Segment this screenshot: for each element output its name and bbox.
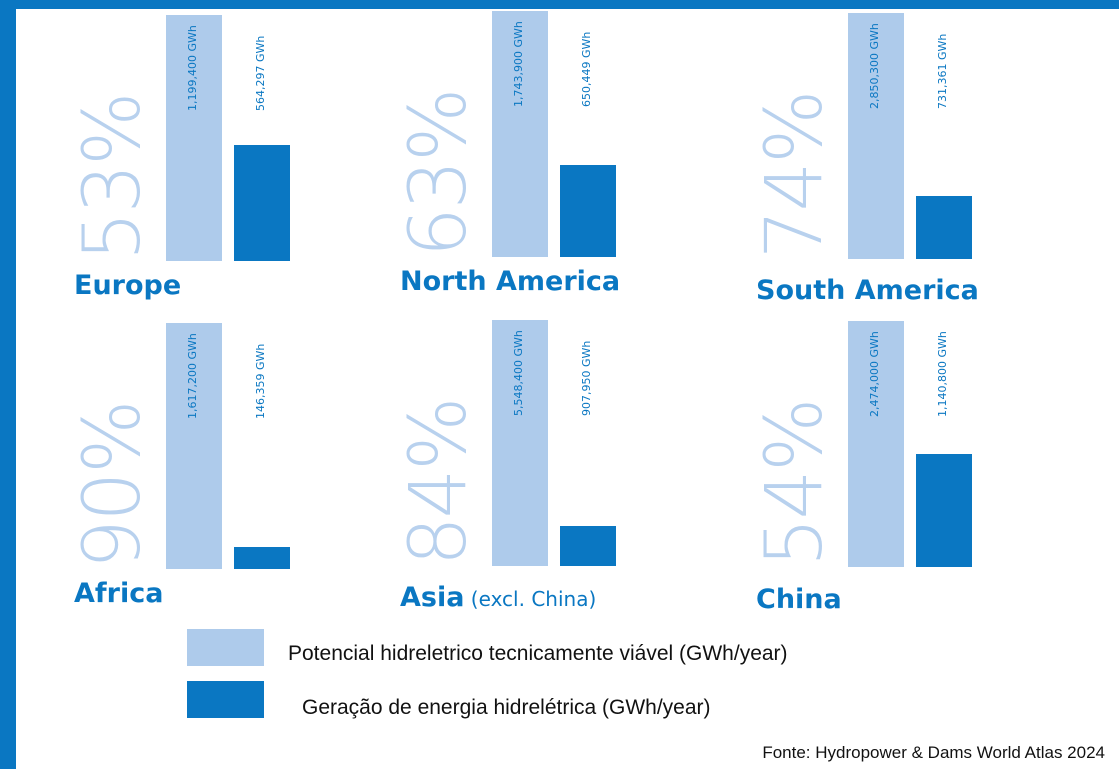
region-name-label: North America — [400, 266, 621, 297]
legend-label-potential: Potencial hidreletrico tecnicamente viáv… — [288, 642, 788, 665]
region-name-label: South America — [756, 275, 979, 306]
percent-label: 54% — [750, 399, 840, 567]
generation-bar — [916, 195, 972, 259]
potential-value-label: 2,850,300 GWh — [868, 23, 881, 109]
region-panel-north-america: 63% 1,743,900 GWh 650,449 GWh — [394, 0, 700, 257]
potential-bar — [492, 11, 548, 257]
generation-value-label: 146,359 GWh — [254, 343, 267, 419]
generation-bar — [560, 165, 616, 257]
potential-bar — [166, 15, 222, 261]
region-subtitle: (excl. China) — [464, 587, 597, 611]
percent-label: 84% — [394, 398, 484, 566]
legend-swatch-potential — [187, 629, 264, 666]
legend-swatch-generation — [187, 681, 264, 718]
generation-value-label: 907,950 GWh — [580, 340, 593, 416]
legend-label-generation: Geração de energia hidrelétrica (GWh/yea… — [302, 696, 711, 719]
generation-bar — [916, 453, 972, 567]
percent-label: 90% — [68, 401, 158, 569]
generation-value-label: 564,297 GWh — [254, 35, 267, 111]
potential-value-label: 1,743,900 GWh — [512, 21, 525, 107]
potential-bar — [848, 321, 904, 567]
top-frame-bar — [0, 0, 1119, 9]
generation-value-label: 731,361 GWh — [936, 33, 949, 109]
generation-bar — [560, 525, 616, 566]
generation-value-label: 1,140,800 GWh — [936, 331, 949, 417]
percent-label: 53% — [68, 93, 158, 261]
left-frame-bar — [0, 0, 16, 769]
potential-bar — [166, 323, 222, 569]
region-panel-asia: 84% 5,548,400 GWh 907,950 GWh — [394, 266, 700, 566]
potential-value-label: 1,617,200 GWh — [186, 333, 199, 419]
potential-bar — [848, 13, 904, 259]
generation-bar — [234, 145, 290, 261]
region-panel-china: 54% 2,474,000 GWh 1,140,800 GWh — [750, 267, 1056, 567]
potential-value-label: 5,548,400 GWh — [512, 330, 525, 416]
generation-value-label: 650,449 GWh — [580, 31, 593, 107]
percent-label: 63% — [394, 89, 484, 257]
potential-bar — [492, 320, 548, 566]
generation-bar — [234, 546, 290, 569]
region-panel-europe: 53% 1,199,400 GWh 564,297 GWh — [68, 0, 374, 261]
region-panel-south-america: 74% 2,850,300 GWh 731,361 GWh — [750, 0, 1056, 259]
region-name-label: Europe — [74, 270, 182, 301]
percent-label: 74% — [750, 91, 840, 259]
potential-value-label: 2,474,000 GWh — [868, 331, 881, 417]
potential-value-label: 1,199,400 GWh — [186, 25, 199, 111]
region-panel-africa: 90% 1,617,200 GWh 146,359 GWh — [68, 269, 374, 569]
region-name-label: Asia (excl. China) — [400, 582, 597, 613]
source-caption: Fonte: Hydropower & Dams World Atlas 202… — [762, 743, 1105, 762]
region-name-label: China — [756, 584, 842, 615]
region-name-label: Africa — [74, 578, 164, 609]
